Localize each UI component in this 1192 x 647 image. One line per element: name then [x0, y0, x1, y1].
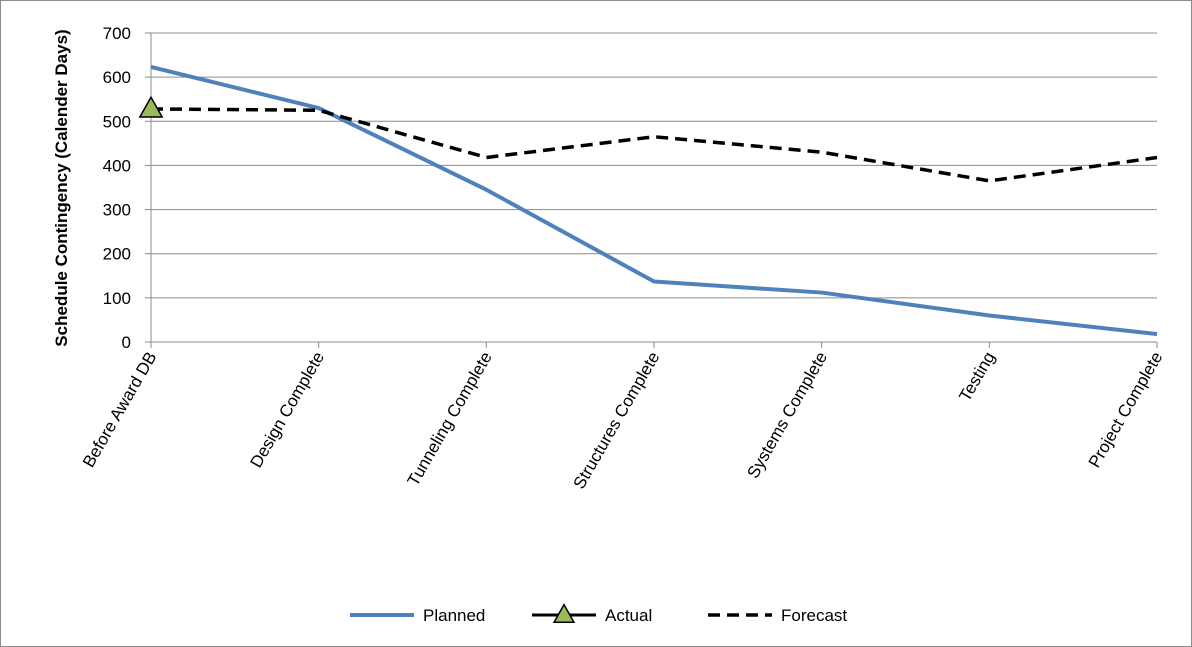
y-tick-label: 400	[103, 156, 131, 175]
y-axis-title: Schedule Contingency (Calender Days)	[52, 29, 71, 346]
legend-marker-actual	[552, 603, 576, 623]
y-tick-label: 0	[122, 333, 131, 352]
x-tick-label: Project Complete	[1085, 349, 1167, 471]
x-tick-label: Testing	[955, 348, 998, 404]
axes	[145, 32, 1158, 348]
x-tick-label: Systems Complete	[743, 349, 831, 482]
y-tick-labels: 0 100 200 300 400 500 600 700	[103, 24, 131, 352]
legend: Planned Actual Forecast	[350, 603, 847, 625]
y-tick-label: 500	[103, 112, 131, 131]
legend-label-forecast: Forecast	[781, 606, 847, 625]
legend-label-planned: Planned	[423, 606, 485, 625]
gridlines	[151, 32, 1157, 299]
x-tick-label: Structures Complete	[570, 349, 664, 493]
x-tick-labels: Before Award DB Design Complete Tunneling …	[79, 348, 1167, 492]
forecast-line	[150, 107, 1158, 183]
y-tick-label: 200	[103, 245, 131, 264]
actual-point	[138, 95, 164, 118]
legend-label-actual: Actual	[605, 606, 652, 625]
series-lines	[138, 65, 1158, 337]
y-tick-label: 300	[103, 201, 131, 220]
y-tick-label: 600	[103, 68, 131, 87]
x-tick-label: Before Award DB	[79, 349, 161, 471]
x-tick-label: Tunneling Complete	[404, 349, 496, 490]
planned-line	[150, 65, 1158, 337]
y-tick-label: 100	[103, 289, 131, 308]
y-tick-label: 700	[103, 24, 131, 43]
x-tick-label: Design Complete	[246, 349, 328, 471]
